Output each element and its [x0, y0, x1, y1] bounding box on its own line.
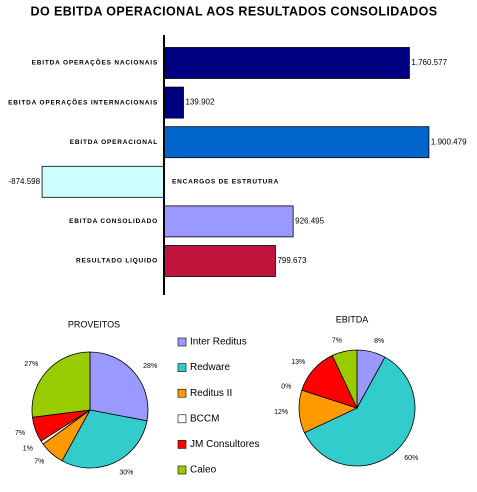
value-label: -874.598: [8, 177, 40, 186]
pie-slice: [331, 349, 358, 409]
bar: [163, 126, 430, 159]
bar: [163, 86, 184, 119]
slice-label: 7%: [34, 459, 44, 466]
bar: [163, 205, 294, 238]
slice-label: 8%: [374, 338, 384, 345]
value-label: 926.495: [295, 217, 324, 226]
legend-label: Caleo: [190, 465, 217, 476]
slice-label: 1%: [23, 446, 33, 453]
value-label: 1.760.577: [411, 58, 447, 67]
legend-swatch: [177, 440, 187, 449]
pie-slice: [303, 356, 416, 467]
slice-label: 7%: [15, 430, 25, 437]
category-label: EBITDA CONSOLIDADO: [69, 218, 158, 225]
slice-label: 28%: [143, 363, 157, 370]
slice-label: 12%: [274, 409, 288, 416]
legend-swatch: [177, 465, 187, 475]
pie-title: PROVEITOS: [68, 319, 120, 329]
legend-swatch: [177, 388, 187, 398]
pie-slice: [31, 351, 91, 418]
legend-label: Redware: [190, 362, 230, 373]
bar: [41, 165, 165, 198]
bar: [163, 47, 410, 79]
category-label: RESULTADO LIQUIDO: [76, 258, 158, 265]
bar: [163, 245, 276, 277]
legend-label: JM Consultores: [190, 439, 259, 450]
legend-label: Inter Reditus: [190, 337, 247, 348]
legend-swatch: [177, 363, 187, 372]
slice-label: 0%: [281, 384, 291, 391]
legend-swatch: [177, 414, 187, 424]
slice-label: 13%: [291, 359, 305, 366]
value-label: 799.673: [277, 256, 306, 265]
slice-label: 27%: [24, 361, 38, 368]
pie-title: EBITDA: [336, 314, 369, 324]
slice-label: 60%: [404, 455, 418, 462]
value-label: 1.900.479: [431, 137, 467, 146]
pie-slice: [61, 409, 148, 469]
category-label: EBITDA OPERACIONAL: [70, 139, 158, 146]
category-label: EBITDA OPERAÇÕES INTERNACIONAIS: [8, 97, 158, 106]
category-label: EBITDA OPERAÇÕES NACIONAIS: [32, 58, 158, 67]
legend-swatch: [177, 337, 187, 347]
legend-label: BCCM: [190, 413, 219, 424]
slice-label: 7%: [332, 338, 342, 345]
bar-title: DO EBITDA OPERACIONAL AOS RESULTADOS CON…: [31, 4, 438, 18]
slice-label: 30%: [119, 469, 133, 476]
value-label: 139.902: [186, 98, 215, 107]
pie-slice: [89, 351, 149, 422]
category-label: ENCARGOS DE ESTRUTURA: [172, 179, 279, 186]
legend-label: Reditus II: [190, 388, 232, 399]
